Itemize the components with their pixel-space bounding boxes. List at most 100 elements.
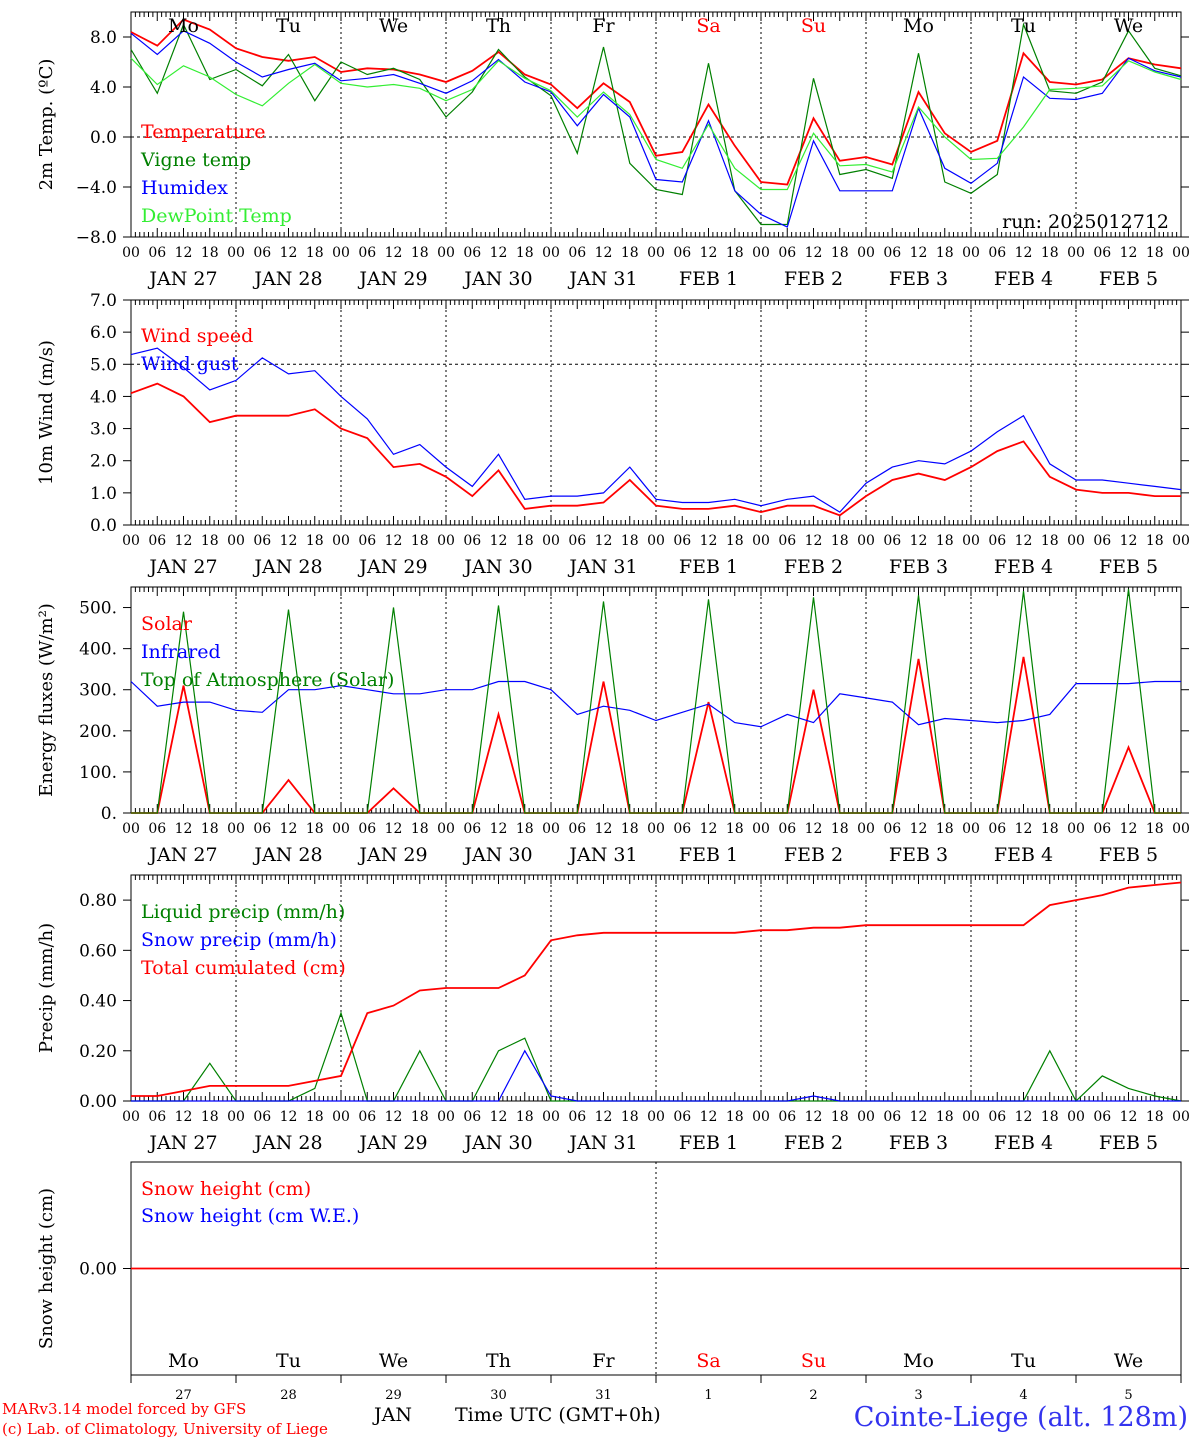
hour-tick-label: 12: [1120, 245, 1138, 261]
legend-entry: Snow precip (mm/h): [141, 929, 337, 951]
hour-tick-label: 06: [883, 1109, 901, 1125]
hour-tick-label: 06: [463, 821, 481, 837]
legend-entry: Wind gust: [141, 353, 239, 375]
weekday-label: We: [379, 1350, 408, 1372]
legend-entry: Snow height (cm W.E.): [141, 1205, 359, 1227]
date-label: FEB 1: [679, 844, 738, 866]
weekday-label: Fr: [592, 15, 615, 37]
date-label: FEB 5: [1099, 1132, 1158, 1154]
station-label: Cointe-Liege (alt. 128m): [853, 1402, 1188, 1433]
hour-tick-label: 06: [883, 533, 901, 549]
day-number-label: 27: [175, 1388, 192, 1403]
y-tick-label: 500.: [79, 599, 117, 619]
y-tick-label: 0.80: [79, 891, 117, 911]
hour-tick-label: 06: [778, 533, 796, 549]
hour-tick-label: 06: [1093, 533, 1111, 549]
date-label: JAN 29: [357, 844, 427, 866]
hour-tick-label: 12: [910, 245, 928, 261]
date-label: JAN 28: [252, 1132, 322, 1154]
run-annotation: run: 2025012712: [1002, 211, 1169, 233]
hour-tick-label: 18: [1041, 1109, 1059, 1125]
hour-tick-label: 12: [595, 821, 613, 837]
hour-tick-label: 18: [1041, 533, 1059, 549]
y-tick-label: −4.0: [76, 178, 117, 198]
hour-tick-label: 06: [568, 533, 586, 549]
date-label: JAN 27: [147, 268, 217, 290]
hour-tick-label: 12: [490, 1109, 508, 1125]
hour-tick-label: 18: [516, 1109, 534, 1125]
hour-tick-label: 00: [1172, 245, 1190, 261]
hour-tick-label: 12: [280, 821, 298, 837]
hour-tick-label: 00: [752, 245, 770, 261]
y-tick-label: −8.0: [76, 228, 117, 248]
panel-5: [123, 1161, 1189, 1383]
y-axis-title: Precip (mm/h): [36, 923, 57, 1053]
weekday-label: Tu: [1011, 15, 1036, 37]
hour-tick-label: 12: [280, 1109, 298, 1125]
hour-tick-label: 12: [910, 821, 928, 837]
day-number-label: 3: [914, 1388, 922, 1403]
weekday-label: Su: [801, 15, 826, 37]
x-axis-title: Time UTC (GMT+0h): [455, 1404, 661, 1426]
model-credit: MARv3.14 model forced by GFS: [2, 1400, 247, 1418]
y-tick-label: 0.60: [79, 941, 117, 961]
weekday-label: Tu: [276, 15, 301, 37]
hour-tick-label: 12: [385, 533, 403, 549]
hour-tick-label: 00: [437, 245, 455, 261]
date-label: FEB 2: [784, 844, 843, 866]
hour-tick-label: 06: [358, 245, 376, 261]
panel-1: [123, 11, 1189, 238]
hour-tick-label: 06: [253, 245, 271, 261]
hour-tick-label: 18: [201, 1109, 219, 1125]
hour-tick-label: 06: [463, 245, 481, 261]
hour-tick-label: 00: [227, 533, 245, 549]
date-label: JAN 28: [252, 268, 322, 290]
hour-tick-label: 18: [306, 533, 324, 549]
hour-tick-label: 18: [306, 1109, 324, 1125]
hour-tick-label: 18: [1041, 821, 1059, 837]
hour-tick-label: 06: [988, 1109, 1006, 1125]
y-tick-label: 300.: [79, 681, 117, 701]
legend-entry: Top of Atmosphere (Solar): [141, 669, 394, 691]
date-label: JAN 29: [357, 556, 427, 578]
hour-tick-label: 12: [490, 533, 508, 549]
hour-tick-label: 12: [1015, 533, 1033, 549]
day-number-label: 5: [1124, 1388, 1132, 1403]
y-tick-label: 200.: [79, 722, 117, 742]
hour-tick-label: 12: [1120, 533, 1138, 549]
date-label: JAN 28: [252, 556, 322, 578]
hour-tick-label: 00: [1172, 1109, 1190, 1125]
hour-tick-label: 18: [516, 533, 534, 549]
hour-tick-label: 06: [148, 245, 166, 261]
hour-tick-label: 00: [437, 821, 455, 837]
hour-tick-label: 00: [647, 245, 665, 261]
date-label: FEB 4: [994, 844, 1053, 866]
series-line-1: [130, 18, 1182, 186]
hour-tick-label: 06: [883, 821, 901, 837]
hour-tick-label: 00: [752, 821, 770, 837]
y-tick-label: 2.0: [90, 452, 117, 472]
hour-tick-label: 00: [122, 245, 140, 261]
hour-tick-label: 06: [463, 1109, 481, 1125]
hour-tick-label: 12: [385, 1109, 403, 1125]
date-label: FEB 1: [679, 556, 738, 578]
hour-tick-label: 06: [253, 1109, 271, 1125]
hour-tick-label: 06: [358, 1109, 376, 1125]
y-axis-title: 2m Temp. (ºC): [36, 59, 57, 191]
hour-tick-label: 12: [700, 533, 718, 549]
hour-tick-label: 06: [148, 821, 166, 837]
hour-tick-label: 18: [936, 821, 954, 837]
hour-tick-label: 06: [673, 245, 691, 261]
weekday-label: Tu: [276, 1350, 301, 1372]
hour-tick-label: 12: [175, 245, 193, 261]
panel-4: [123, 874, 1189, 1102]
y-tick-label: 8.0: [90, 28, 117, 48]
series-line-3: [131, 881, 1182, 1097]
date-label: JAN 30: [462, 844, 532, 866]
weekday-label: Th: [486, 1350, 511, 1372]
hour-tick-label: 00: [1067, 821, 1085, 837]
hour-tick-label: 18: [936, 245, 954, 261]
hour-tick-label: 12: [175, 1109, 193, 1125]
series-line-2: [130, 22, 1182, 226]
